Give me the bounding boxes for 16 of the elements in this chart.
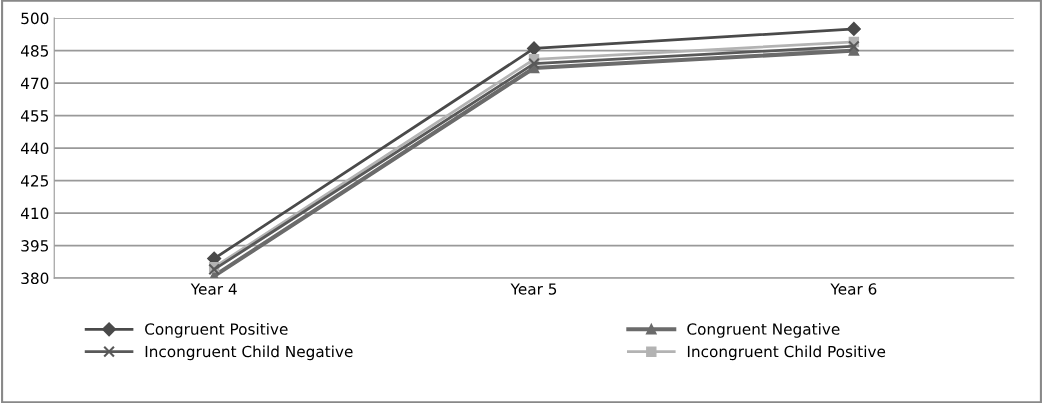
- y-tick-label: 440: [20, 142, 49, 155]
- legend-label: Incongruent Child Positive: [687, 345, 886, 361]
- legend-label: Congruent Positive: [145, 323, 288, 338]
- y-tick-label: 380: [21, 272, 49, 285]
- legend-label: Congruent Negative: [687, 323, 840, 338]
- x-tick-label: Year 5: [510, 283, 557, 295]
- y-tick-label: 410: [20, 207, 49, 220]
- y-tick-label: 455: [20, 110, 49, 122]
- x-tick-label: Year 6: [830, 283, 877, 295]
- x-tick-label: Year 4: [190, 283, 237, 295]
- y-tick-label: 395: [21, 240, 49, 252]
- y-tick-label: 425: [20, 175, 49, 187]
- y-tick-label: 470: [20, 77, 49, 90]
- legend-label: Incongruent Child Negative: [145, 345, 353, 361]
- y-tick-label: 485: [20, 45, 49, 57]
- y-tick-label: 500: [21, 12, 49, 25]
